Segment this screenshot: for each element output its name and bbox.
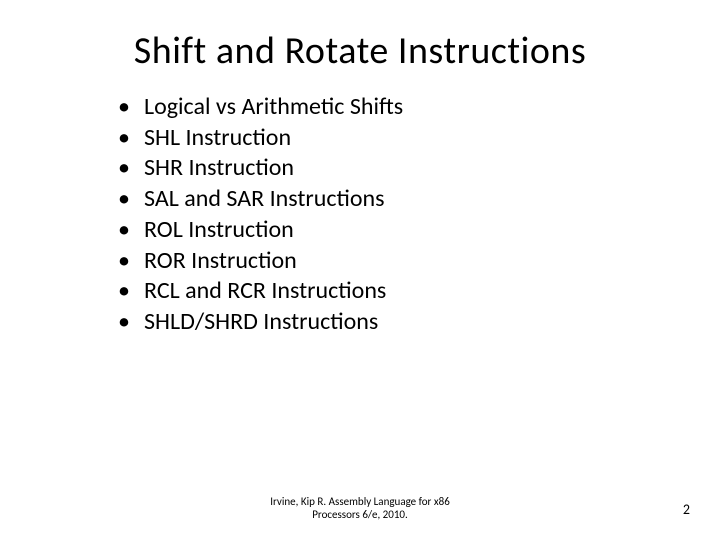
footer-citation: Irvine, Kip R. Assembly Language for x86…: [0, 495, 720, 523]
bullet-item: SHR Instruction: [118, 153, 660, 184]
bullet-item: ROR Instruction: [118, 246, 660, 277]
slide-container: Shift and Rotate Instructions Logical vs…: [0, 0, 720, 540]
footer-line1: Irvine, Kip R. Assembly Language for x86: [270, 495, 450, 508]
bullet-item: Logical vs Arithmetic Shifts: [118, 92, 660, 123]
page-number: 2: [683, 501, 690, 518]
footer-line2: Processors 6/e, 2010.: [312, 508, 408, 521]
bullet-item: SAL and SAR Instructions: [118, 184, 660, 215]
bullet-item: RCL and RCR Instructions: [118, 276, 660, 307]
slide-title: Shift and Rotate Instructions: [60, 28, 660, 74]
bullet-list: Logical vs Arithmetic Shifts SHL Instruc…: [60, 92, 660, 338]
bullet-item: SHLD/SHRD Instructions: [118, 307, 660, 338]
bullet-item: SHL Instruction: [118, 123, 660, 154]
bullet-item: ROL Instruction: [118, 215, 660, 246]
